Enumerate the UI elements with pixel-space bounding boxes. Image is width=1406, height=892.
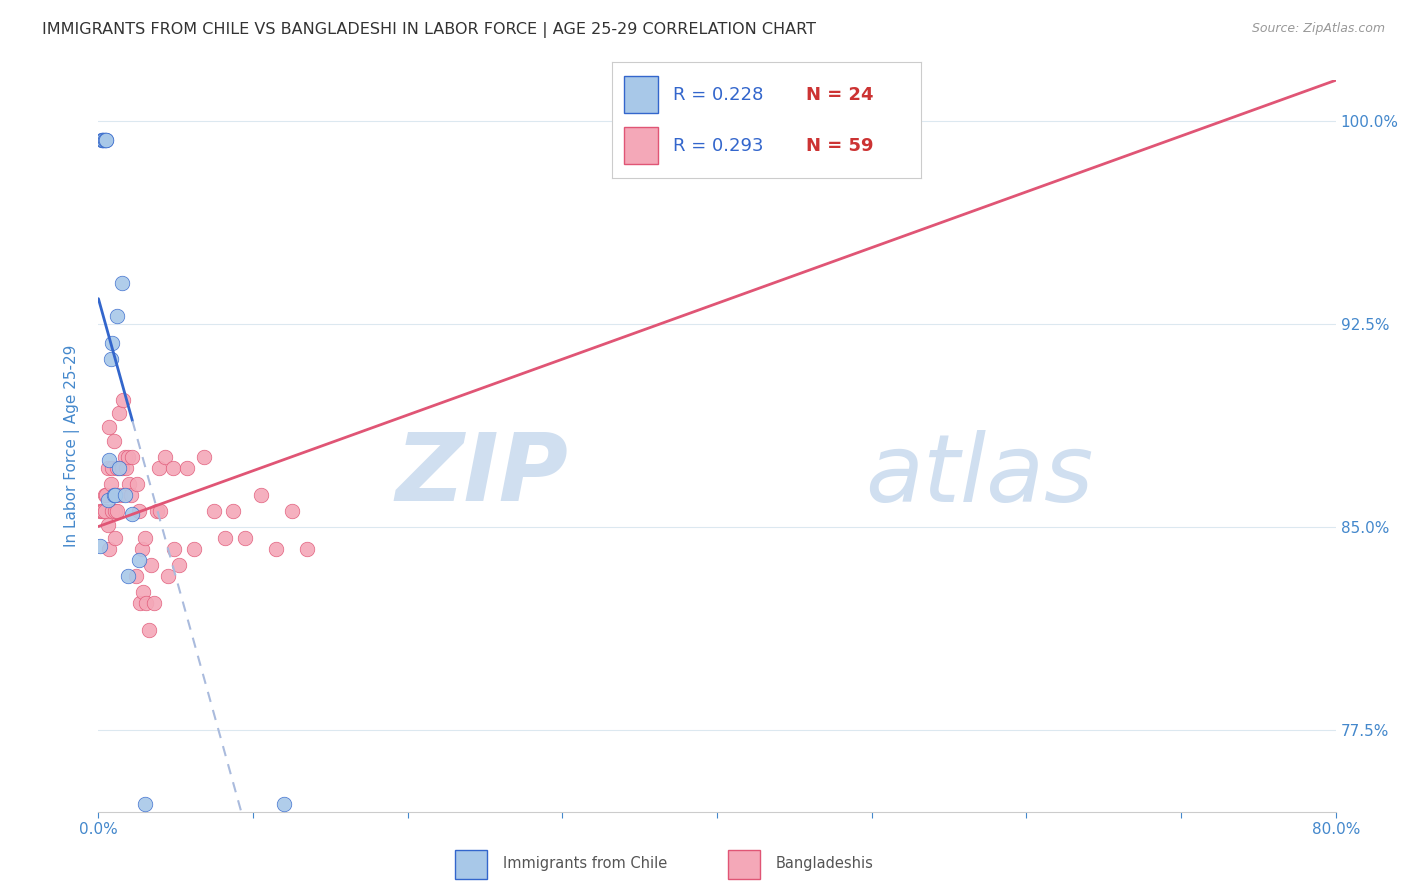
Point: [163, 541, 186, 556]
Point: [91, 133, 114, 147]
Point: [266, 541, 288, 556]
Point: [107, 407, 129, 421]
Point: [121, 450, 143, 464]
Point: [90, 133, 112, 147]
Point: [132, 585, 155, 599]
Point: [93, 488, 115, 502]
Point: [799, 133, 821, 147]
Point: [138, 624, 160, 638]
Point: [104, 531, 127, 545]
Point: [112, 392, 135, 407]
Point: [120, 488, 142, 502]
Text: IMMIGRANTS FROM CHILE VS BANGLADESHI IN LABOR FORCE | AGE 25-29 CORRELATION CHAR: IMMIGRANTS FROM CHILE VS BANGLADESHI IN …: [42, 22, 815, 38]
Point: [131, 541, 153, 556]
Point: [222, 504, 245, 518]
Point: [129, 596, 152, 610]
Point: [146, 504, 169, 518]
Text: ZIP: ZIP: [395, 429, 568, 521]
Point: [107, 460, 129, 475]
Point: [103, 488, 125, 502]
Bar: [728, 850, 759, 880]
Text: Immigrants from Chile: Immigrants from Chile: [503, 856, 668, 871]
Point: [103, 434, 125, 448]
Point: [90, 133, 112, 147]
Point: [148, 460, 170, 475]
Point: [105, 460, 128, 475]
Point: [97, 460, 120, 475]
Point: [167, 558, 190, 573]
Point: [100, 352, 122, 367]
Point: [149, 504, 172, 518]
Text: R = 0.293: R = 0.293: [673, 137, 763, 155]
Point: [157, 569, 180, 583]
Text: N = 59: N = 59: [807, 137, 875, 155]
Point: [90, 504, 112, 518]
Point: [89, 539, 111, 553]
Point: [104, 488, 127, 502]
Point: [250, 488, 273, 502]
Point: [273, 797, 295, 811]
Point: [101, 504, 124, 518]
Point: [281, 504, 304, 518]
Text: N = 24: N = 24: [807, 86, 875, 103]
Point: [297, 541, 319, 556]
Point: [128, 553, 150, 567]
Y-axis label: In Labor Force | Age 25-29: In Labor Force | Age 25-29: [63, 345, 80, 547]
Point: [153, 450, 176, 464]
Point: [98, 420, 121, 434]
Point: [121, 507, 143, 521]
Bar: [624, 128, 658, 164]
Point: [135, 596, 157, 610]
Point: [93, 133, 115, 147]
Point: [89, 504, 111, 518]
Point: [98, 541, 121, 556]
Point: [111, 277, 134, 291]
Text: Source: ZipAtlas.com: Source: ZipAtlas.com: [1251, 22, 1385, 36]
Text: R = 0.228: R = 0.228: [673, 86, 763, 103]
Point: [105, 504, 128, 518]
Point: [115, 460, 138, 475]
Point: [96, 133, 118, 147]
Point: [127, 477, 149, 491]
Point: [117, 569, 139, 583]
Point: [235, 531, 257, 545]
Point: [91, 133, 114, 147]
Point: [98, 452, 121, 467]
Point: [128, 504, 150, 518]
Point: [214, 531, 236, 545]
Text: Bangladeshis: Bangladeshis: [776, 856, 873, 871]
Bar: [456, 850, 488, 880]
Point: [93, 504, 115, 518]
Point: [176, 460, 198, 475]
Point: [101, 336, 124, 351]
Point: [183, 541, 205, 556]
Point: [134, 797, 156, 811]
Text: atlas: atlas: [866, 430, 1094, 521]
Point: [134, 531, 156, 545]
Point: [117, 450, 139, 464]
Point: [97, 493, 120, 508]
Point: [204, 504, 226, 518]
Bar: [624, 77, 658, 113]
Point: [101, 460, 124, 475]
Point: [96, 488, 118, 502]
Point: [111, 460, 134, 475]
Point: [93, 133, 115, 147]
Point: [139, 558, 162, 573]
Point: [96, 133, 118, 147]
Point: [105, 309, 128, 323]
Point: [97, 517, 120, 532]
Point: [104, 504, 127, 518]
Point: [118, 477, 141, 491]
Point: [100, 477, 122, 491]
Point: [108, 488, 131, 502]
Point: [91, 504, 114, 518]
Point: [124, 569, 146, 583]
Point: [162, 460, 184, 475]
Point: [143, 596, 166, 610]
Point: [114, 450, 136, 464]
Point: [114, 488, 136, 502]
Point: [193, 450, 215, 464]
